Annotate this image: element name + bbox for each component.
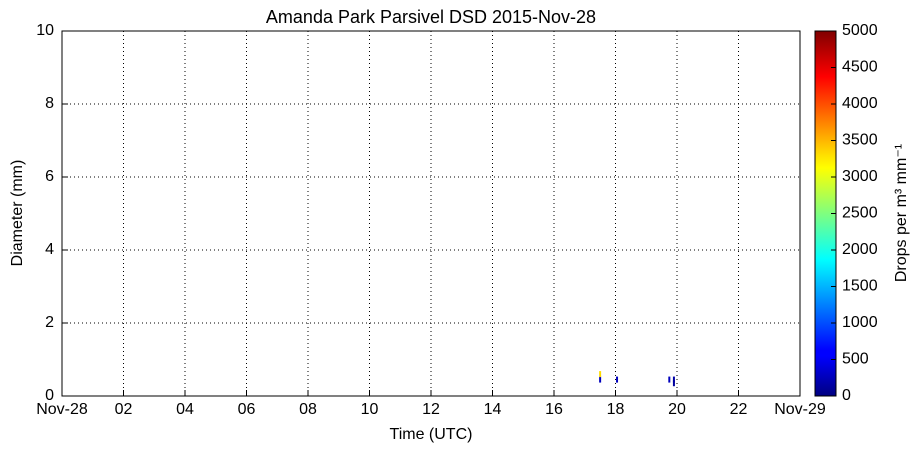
x-tick-label: 04	[176, 401, 194, 418]
colorbar-tick-label: 3500	[842, 132, 878, 149]
x-tick-label: 10	[361, 401, 379, 418]
colorbar-tick-label: 2000	[842, 241, 878, 258]
chart-title: Amanda Park Parsivel DSD 2015-Nov-28	[266, 7, 596, 27]
y-tick-label: 10	[36, 22, 54, 39]
plot-frame	[61, 30, 801, 397]
y-axis-label: Diameter (mm)	[9, 160, 26, 267]
colorbar-tick-label: 3000	[842, 168, 878, 185]
x-tick-label: 02	[115, 401, 133, 418]
x-tick-label: 20	[668, 401, 686, 418]
x-tick-label: 22	[730, 401, 748, 418]
x-tick-label: 06	[238, 401, 256, 418]
colorbar-tick-label: 0	[842, 387, 851, 404]
y-tick-label: 8	[45, 95, 54, 112]
x-tick-label: Nov-29	[774, 401, 826, 418]
x-tick-label: 14	[484, 401, 502, 418]
heatmap-cell	[672, 376, 675, 383]
x-tick-label: Nov-28	[36, 401, 88, 418]
y-tick-label: 6	[45, 168, 54, 185]
y-tick-label: 2	[45, 314, 54, 331]
heatmap-cell	[668, 376, 671, 383]
colorbar-tick-label: 4500	[842, 59, 878, 76]
heatmap-cell	[672, 380, 675, 387]
colorbar-tick-label: 1000	[842, 314, 878, 331]
x-axis-label: Time (UTC)	[390, 426, 473, 443]
colorbar-label: Drops per m³ mm⁻¹	[893, 144, 910, 282]
colorbar-tick-label: 2500	[842, 205, 878, 222]
colorbar-tick-label: 500	[842, 351, 869, 368]
y-tick-label: 0	[45, 387, 54, 404]
colorbar-tick-label: 4000	[842, 95, 878, 112]
heatmap-cell	[599, 376, 602, 383]
x-tick-label: 12	[422, 401, 440, 418]
colorbar-tick-label: 5000	[842, 22, 878, 39]
x-tick-label: 16	[545, 401, 563, 418]
x-tick-label: 18	[607, 401, 625, 418]
x-tick-label: 08	[299, 401, 317, 418]
heatmap-cell	[616, 376, 619, 383]
colorbar-tick-label: 1500	[842, 278, 878, 295]
y-tick-label: 4	[45, 241, 54, 258]
heatmap-cell	[599, 371, 602, 378]
